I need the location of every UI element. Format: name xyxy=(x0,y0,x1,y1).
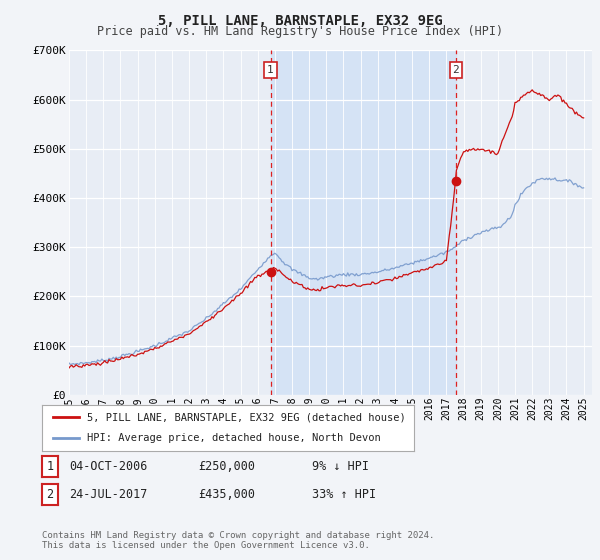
Text: 5, PILL LANE, BARNSTAPLE, EX32 9EG (detached house): 5, PILL LANE, BARNSTAPLE, EX32 9EG (deta… xyxy=(86,412,406,422)
Text: 2: 2 xyxy=(452,65,459,75)
Text: 5, PILL LANE, BARNSTAPLE, EX32 9EG: 5, PILL LANE, BARNSTAPLE, EX32 9EG xyxy=(158,14,442,28)
Text: 1: 1 xyxy=(267,65,274,75)
Text: £250,000: £250,000 xyxy=(198,460,255,473)
Text: £435,000: £435,000 xyxy=(198,488,255,501)
Text: 2: 2 xyxy=(46,488,53,501)
Text: 33% ↑ HPI: 33% ↑ HPI xyxy=(312,488,376,501)
Text: 24-JUL-2017: 24-JUL-2017 xyxy=(69,488,148,501)
Text: 04-OCT-2006: 04-OCT-2006 xyxy=(69,460,148,473)
Text: Contains HM Land Registry data © Crown copyright and database right 2024.
This d: Contains HM Land Registry data © Crown c… xyxy=(42,531,434,550)
Text: Price paid vs. HM Land Registry's House Price Index (HPI): Price paid vs. HM Land Registry's House … xyxy=(97,25,503,39)
Text: HPI: Average price, detached house, North Devon: HPI: Average price, detached house, Nort… xyxy=(86,433,380,444)
Bar xyxy=(271,50,456,395)
Text: 1: 1 xyxy=(46,460,53,473)
Text: 9% ↓ HPI: 9% ↓ HPI xyxy=(312,460,369,473)
